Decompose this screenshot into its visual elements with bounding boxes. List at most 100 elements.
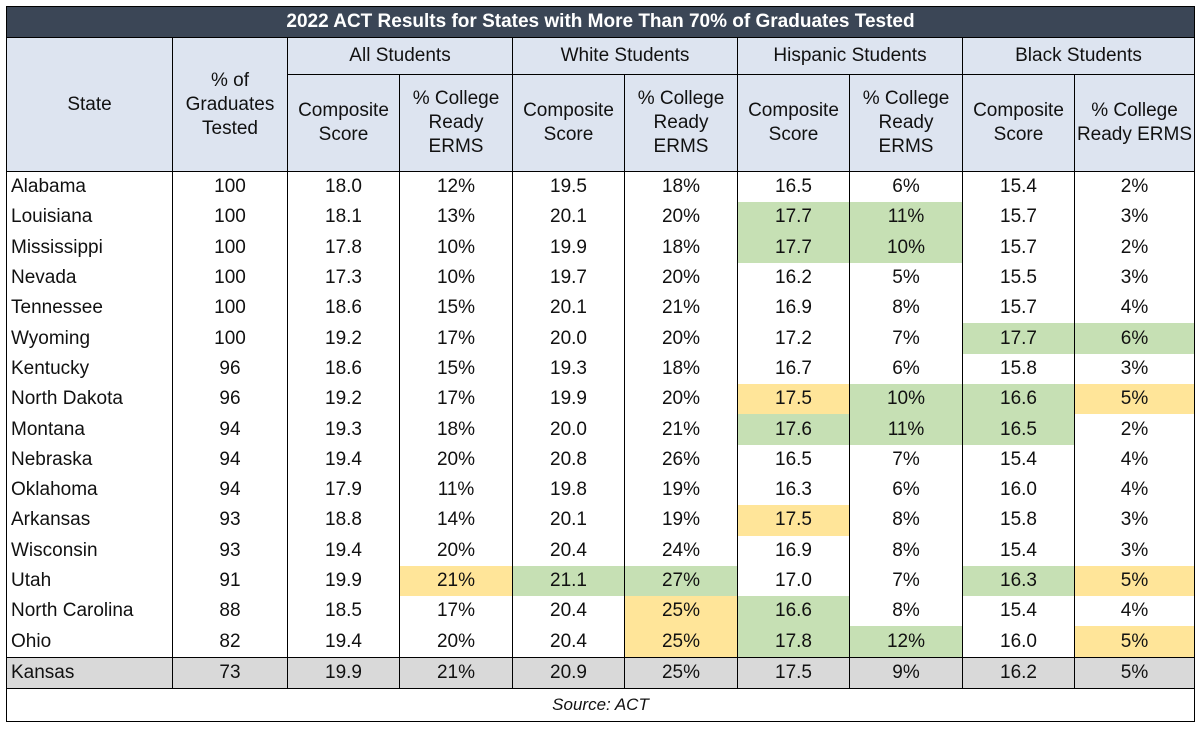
college-ready-cell: 5% (849, 262, 963, 294)
college-ready-cell: 10% (399, 232, 513, 263)
college-ready-cell: 25% (624, 626, 738, 658)
composite-score-cell: 19.9 (512, 232, 625, 263)
table-row: Arkansas 93 18.8 14% 20.1 19% 17.5 8% 15.8 3% (6, 505, 1195, 536)
college-ready-cell: 21% (399, 565, 513, 597)
college-ready-cell: 17% (399, 323, 513, 354)
state-cell: Kansas (6, 656, 173, 690)
college-ready-cell: 10% (399, 262, 513, 294)
composite-score-cell: 19.8 (512, 474, 625, 506)
college-ready-cell: 6% (1074, 323, 1195, 354)
state-cell: Nevada (6, 262, 173, 294)
pct-tested-cell: 94 (172, 414, 288, 445)
composite-score-cell: 17.2 (737, 323, 850, 354)
college-ready-cell: 4% (1074, 293, 1195, 324)
state-cell: Mississippi (6, 232, 173, 263)
college-ready-cell: 17% (399, 384, 513, 415)
composite-score-cell: 16.0 (962, 474, 1075, 506)
pct-tested-cell: 100 (172, 232, 288, 263)
group-header-all: All Students (287, 37, 513, 75)
state-cell: Arkansas (6, 505, 173, 536)
pct-tested-cell: 88 (172, 596, 288, 627)
act-results-table: 2022 ACT Results for States with More Th… (6, 6, 1195, 723)
composite-score-cell: 17.5 (737, 384, 850, 415)
composite-score-cell: 15.8 (962, 505, 1075, 536)
college-ready-cell: 24% (624, 535, 738, 566)
college-ready-cell: 2% (1074, 232, 1195, 263)
pct-tested-cell: 94 (172, 474, 288, 506)
composite-score-cell: 15.5 (962, 262, 1075, 294)
table-row: Kansas 73 19.9 21% 20.9 25% 17.5 9% 16.2 5% (6, 656, 1195, 690)
table-row: Wisconsin 93 19.4 20% 20.4 24% 16.9 8% 15.4 3% (6, 535, 1195, 566)
composite-score-cell: 20.0 (512, 323, 625, 354)
college-ready-cell: 18% (399, 414, 513, 445)
college-ready-cell: 7% (849, 444, 963, 475)
pct-tested-cell: 96 (172, 384, 288, 415)
state-cell: North Carolina (6, 596, 173, 627)
college-ready-cell: 13% (399, 202, 513, 233)
college-ready-cell: 20% (624, 202, 738, 233)
college-ready-cell: 26% (624, 444, 738, 475)
college-ready-cell: 11% (849, 202, 963, 233)
composite-score-cell: 17.7 (962, 323, 1075, 354)
college-ready-cell: 11% (399, 474, 513, 506)
college-ready-cell: 18% (624, 171, 738, 203)
composite-score-cell: 17.7 (737, 202, 850, 233)
table-row: Oklahoma 94 17.9 11% 19.8 19% 16.3 6% 16.0 4% (6, 474, 1195, 506)
college-ready-cell: 5% (1074, 656, 1195, 690)
state-cell: Montana (6, 414, 173, 445)
composite-score-cell: 16.2 (962, 656, 1075, 690)
college-ready-cell: 8% (849, 293, 963, 324)
composite-score-cell: 19.4 (287, 535, 400, 566)
college-ready-cell: 2% (1074, 414, 1195, 445)
state-cell: Ohio (6, 626, 173, 658)
college-ready-cell: 15% (399, 293, 513, 324)
state-cell: Utah (6, 565, 173, 597)
state-cell: Tennessee (6, 293, 173, 324)
college-ready-cell: 12% (849, 626, 963, 658)
composite-score-cell: 19.3 (512, 353, 625, 385)
pct-tested-cell: 91 (172, 565, 288, 597)
composite-header: Composite Score (962, 74, 1075, 172)
table-row: Mississippi 100 17.8 10% 19.9 18% 17.7 10% 15.7 2… (6, 232, 1195, 263)
college-ready-cell: 4% (1074, 596, 1195, 627)
table-row: Louisiana 100 18.1 13% 20.1 20% 17.7 11% 15.7 3% (6, 202, 1195, 233)
college-ready-cell: 11% (849, 414, 963, 445)
composite-score-cell: 17.5 (737, 656, 850, 690)
composite-score-cell: 15.7 (962, 232, 1075, 263)
composite-score-cell: 16.5 (962, 414, 1075, 445)
composite-header: Composite Score (287, 74, 400, 172)
state-cell: Alabama (6, 171, 173, 203)
college-ready-cell: 3% (1074, 505, 1195, 536)
pct-tested-cell: 82 (172, 626, 288, 658)
composite-score-cell: 17.7 (737, 232, 850, 263)
state-cell: Oklahoma (6, 474, 173, 506)
composite-score-cell: 16.3 (737, 474, 850, 506)
college-ready-cell: 25% (624, 596, 738, 627)
composite-score-cell: 17.8 (287, 232, 400, 263)
table-row: North Carolina 88 18.5 17% 20.4 25% 16.6 8% 15.4… (6, 596, 1195, 627)
composite-score-cell: 18.1 (287, 202, 400, 233)
college-ready-cell: 8% (849, 596, 963, 627)
college-ready-cell: 27% (624, 565, 738, 597)
composite-score-cell: 18.0 (287, 171, 400, 203)
composite-score-cell: 19.9 (287, 656, 400, 690)
composite-score-cell: 16.9 (737, 293, 850, 324)
college-ready-cell: 18% (624, 353, 738, 385)
college-ready-header: % College Ready ERMS (1074, 74, 1195, 172)
college-ready-cell: 21% (624, 414, 738, 445)
college-ready-cell: 5% (1074, 626, 1195, 658)
pct-tested-cell: 73 (172, 656, 288, 690)
composite-score-cell: 15.7 (962, 293, 1075, 324)
college-ready-cell: 5% (1074, 565, 1195, 597)
table-row: Kentucky 96 18.6 15% 19.3 18% 16.7 6% 15.8 3% (6, 353, 1195, 385)
composite-score-cell: 20.1 (512, 202, 625, 233)
college-ready-cell: 8% (849, 505, 963, 536)
composite-header: Composite Score (737, 74, 850, 172)
composite-score-cell: 16.0 (962, 626, 1075, 658)
composite-score-cell: 16.5 (737, 444, 850, 475)
college-ready-cell: 4% (1074, 474, 1195, 506)
pct-tested-header: % of Graduates Tested (172, 37, 288, 172)
composite-score-cell: 16.6 (962, 384, 1075, 415)
state-cell: North Dakota (6, 384, 173, 415)
college-ready-cell: 12% (399, 171, 513, 203)
